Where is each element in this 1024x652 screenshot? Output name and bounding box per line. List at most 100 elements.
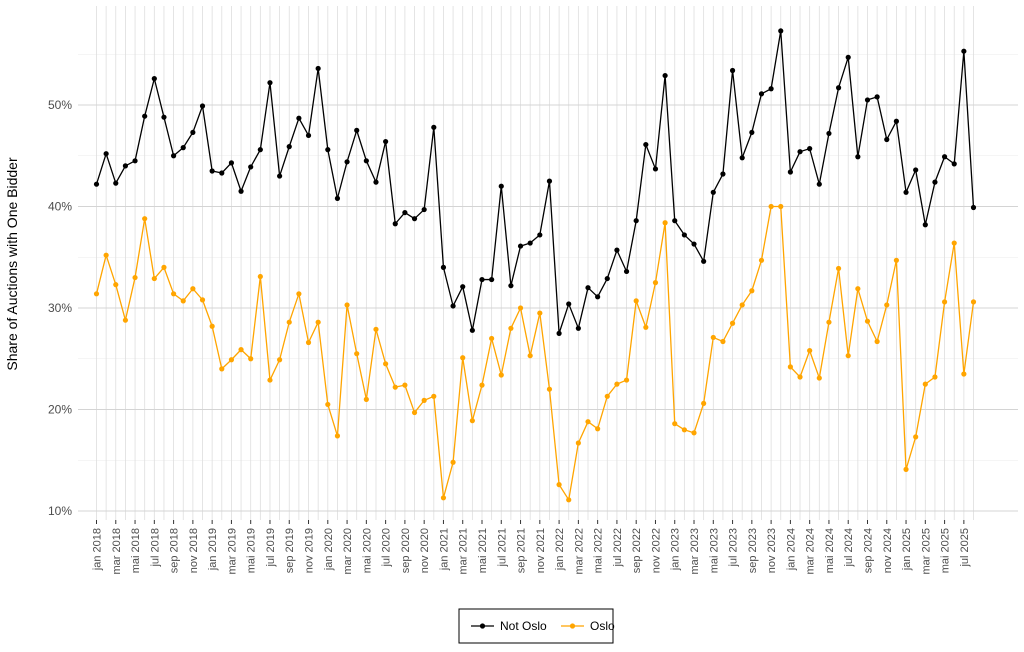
data-point: [460, 355, 466, 361]
data-point: [729, 67, 736, 74]
x-tick-label: sep 2021: [516, 528, 528, 573]
data-point: [604, 393, 610, 399]
x-tick-label: mai 2023: [708, 528, 720, 573]
data-point: [585, 285, 591, 291]
legend-label-oslo: Oslo: [590, 619, 615, 633]
data-point: [710, 189, 716, 195]
data-point: [315, 65, 321, 72]
data-point: [248, 356, 254, 362]
series-layer: [93, 28, 977, 503]
data-point: [903, 466, 909, 472]
data-point: [151, 76, 157, 82]
data-point: [219, 170, 225, 176]
data-point: [199, 297, 206, 303]
legend-label-not-oslo: Not Oslo: [500, 619, 547, 633]
data-point: [267, 377, 273, 383]
data-point: [778, 28, 784, 34]
data-point: [469, 327, 475, 333]
data-point: [440, 264, 447, 270]
data-point: [517, 243, 524, 249]
x-tick-label: nov 2024: [882, 528, 894, 573]
data-point: [508, 325, 514, 331]
data-point: [315, 319, 321, 325]
x-tick-label: mar 2018: [111, 528, 123, 574]
data-point: [402, 382, 408, 388]
legend: Not Oslo Oslo: [458, 608, 615, 644]
x-tick-label: jul 2020: [381, 528, 393, 568]
data-point: [325, 147, 331, 153]
data-point: [286, 144, 292, 150]
x-tick-label: jan 2024: [785, 528, 797, 571]
data-point: [325, 401, 331, 408]
data-point: [546, 178, 553, 184]
data-point: [797, 149, 803, 155]
data-point: [604, 275, 610, 282]
data-point: [527, 353, 533, 359]
x-tick-label: nov 2021: [535, 528, 547, 573]
data-point: [489, 276, 495, 283]
data-point: [787, 169, 793, 175]
data-point: [864, 318, 871, 324]
x-tick-label: jan 2025: [901, 528, 913, 571]
data-point: [354, 127, 360, 133]
data-point: [710, 334, 716, 341]
data-point: [411, 409, 418, 416]
x-tick-label: jan 2021: [438, 528, 450, 571]
data-point: [932, 179, 938, 185]
data-point: [421, 397, 427, 403]
data-point: [161, 114, 167, 120]
data-point: [701, 400, 707, 407]
data-point: [479, 382, 485, 388]
x-tick-label: nov 2023: [766, 528, 778, 573]
data-point: [363, 396, 369, 402]
data-point: [893, 257, 900, 263]
data-point: [489, 335, 495, 342]
data-point: [566, 497, 572, 503]
data-point: [228, 357, 235, 363]
data-point: [855, 286, 861, 292]
data-point: [180, 298, 186, 304]
y-tick-label: 50%: [48, 98, 72, 112]
y-axis-title: Share of Auctions with One Bidder: [4, 157, 20, 371]
data-point: [884, 136, 890, 143]
data-point: [122, 317, 129, 323]
data-point: [402, 209, 408, 216]
data-point: [845, 353, 851, 359]
data-point: [595, 426, 601, 432]
data-point: [633, 298, 639, 304]
data-point: [286, 319, 292, 325]
data-point: [421, 206, 427, 213]
data-point: [826, 319, 832, 325]
data-point: [450, 459, 456, 465]
data-point: [623, 268, 630, 275]
data-point: [768, 203, 774, 210]
data-point: [537, 232, 543, 238]
data-point: [113, 180, 119, 186]
x-tick-label: mai 2025: [940, 528, 952, 573]
data-point: [517, 305, 524, 311]
data-point: [334, 195, 341, 201]
data-point: [392, 384, 398, 390]
x-tick-label: jan 2019: [207, 528, 219, 571]
data-point: [267, 80, 273, 86]
data-point: [257, 147, 263, 153]
data-point: [257, 273, 263, 280]
data-point: [893, 118, 900, 124]
data-point: [595, 294, 601, 300]
data-point: [132, 274, 138, 281]
data-point: [932, 374, 938, 380]
data-point: [941, 299, 948, 305]
data-point: [431, 124, 437, 130]
data-point: [816, 181, 822, 187]
data-point: [681, 427, 687, 433]
data-point: [835, 265, 842, 272]
data-point: [864, 97, 871, 103]
data-point: [199, 103, 206, 109]
x-tick-label: jul 2025: [959, 528, 971, 568]
data-point: [450, 303, 456, 309]
data-point: [913, 167, 919, 173]
data-point: [363, 158, 369, 164]
data-point: [941, 154, 948, 160]
x-tick-label: mai 2021: [477, 528, 489, 573]
